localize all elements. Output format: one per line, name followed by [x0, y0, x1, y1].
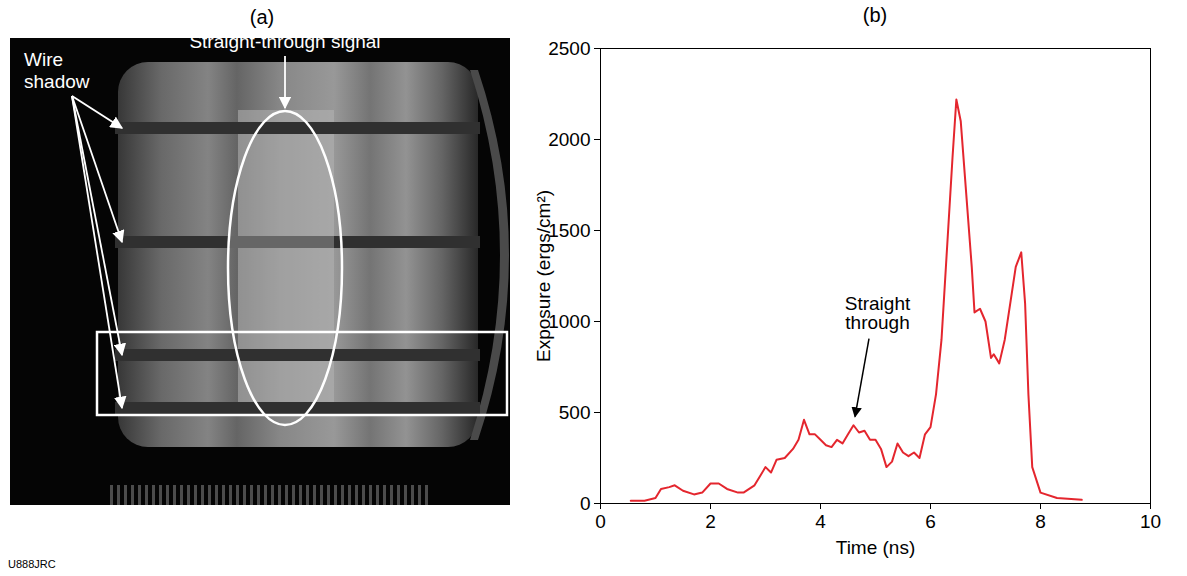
svg-text:0: 0 — [595, 511, 606, 532]
svg-text:500: 500 — [559, 402, 591, 423]
svg-text:Wireshadow: Wireshadow — [24, 49, 90, 92]
svg-text:10: 10 — [1140, 511, 1161, 532]
svg-text:(a): (a) — [250, 6, 274, 28]
html-text:(b): (b) — [862, 4, 888, 26]
svg-text:Time (ns): Time (ns) — [836, 537, 916, 558]
svg-text:2: 2 — [705, 511, 716, 532]
svg-text:1500: 1500 — [548, 220, 590, 241]
svg-text:Straight-through signal: Straight-through signal — [189, 31, 380, 52]
svg-text:0: 0 — [580, 493, 591, 514]
svg-text:2000: 2000 — [548, 129, 590, 150]
svg-text:8: 8 — [1035, 511, 1046, 532]
svg-text:Straightthrough: Straightthrough — [845, 293, 911, 333]
html-text:U888JRC: U888JRC — [8, 558, 56, 570]
svg-text:6: 6 — [925, 511, 936, 532]
svg-text:2500: 2500 — [548, 38, 590, 59]
svg-text:4: 4 — [815, 511, 826, 532]
svg-text:Exposure (ergs/cm²): Exposure (ergs/cm²) — [533, 190, 554, 362]
svg-text:1000: 1000 — [548, 311, 590, 332]
